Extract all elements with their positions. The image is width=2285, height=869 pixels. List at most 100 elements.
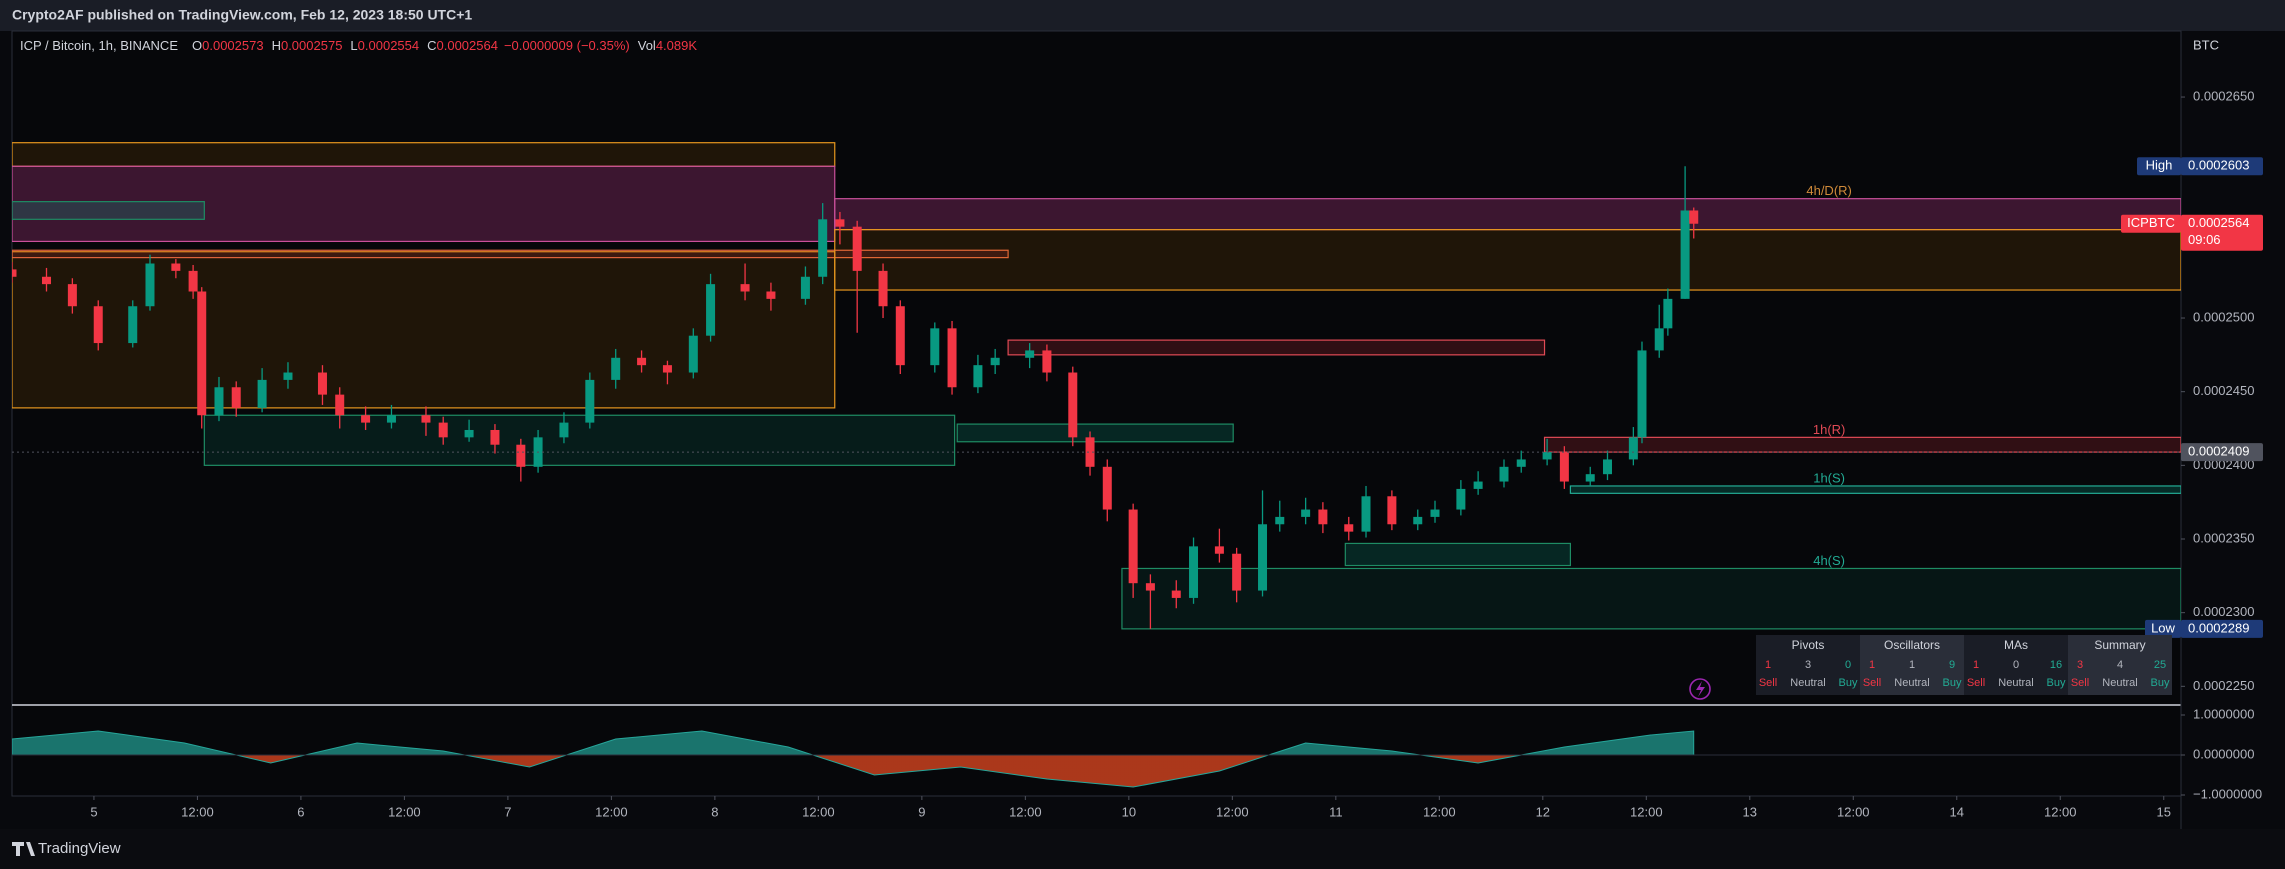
rating-count: 4 — [2117, 659, 2123, 671]
candle-body — [1559, 452, 1569, 482]
zone — [1121, 567, 2181, 630]
rating-block — [1860, 635, 1964, 695]
candle-body — [1025, 350, 1035, 358]
y-tick-label: 0.0002450 — [2193, 383, 2254, 398]
candle-body — [1654, 328, 1664, 351]
candle-body — [1413, 516, 1423, 525]
price-tag-label: High — [2146, 158, 2173, 173]
rating-count: 1 — [1869, 659, 1875, 671]
candle-body — [1171, 590, 1181, 598]
rating-label: Neutral — [1998, 677, 2033, 689]
candle-body — [1145, 583, 1155, 591]
candle-body — [559, 422, 569, 438]
zone-label: 1h(S) — [1813, 470, 1845, 485]
rating-count: 1 — [1765, 659, 1771, 671]
candle-body — [490, 429, 500, 445]
candle-body — [1637, 350, 1647, 438]
candle-body — [1516, 459, 1526, 467]
candle-body — [835, 219, 845, 227]
candle-body — [1318, 509, 1328, 525]
candle-body — [128, 306, 138, 344]
x-tick-label: 12:00 — [595, 804, 628, 819]
candle-body — [214, 387, 224, 416]
legend-value: 0.0002575 — [281, 38, 342, 53]
price-label-value: 0.0002289 — [2188, 620, 2249, 635]
candle-body — [317, 372, 327, 395]
event-icon[interactable] — [1689, 678, 1711, 700]
candle-body — [585, 379, 595, 423]
price-tag-label: Low — [2151, 620, 2175, 635]
y-unit: BTC — [2193, 37, 2219, 52]
x-tick-label: 12:00 — [388, 804, 421, 819]
candle-body — [662, 365, 672, 373]
rating-block — [1756, 635, 1860, 695]
zone — [834, 229, 2181, 291]
rating-label: Buy — [2151, 677, 2170, 689]
x-tick-label: 12:00 — [181, 804, 214, 819]
candle-body — [1068, 372, 1078, 438]
candle-body — [361, 415, 371, 423]
price-label-box — [2181, 619, 2263, 638]
zone — [1344, 542, 1572, 567]
zone — [12, 165, 836, 243]
candle-body — [1456, 488, 1466, 510]
publisher: Crypto2AF published on TradingView.com, … — [12, 7, 472, 23]
osc-y-tick-label: 0.0000000 — [2193, 746, 2254, 761]
rating-label: Sell — [1863, 677, 1881, 689]
rating-label: Sell — [1967, 677, 1985, 689]
price-label-sub: 09:06 — [2188, 232, 2221, 247]
x-tick-label: 12:00 — [1630, 804, 1663, 819]
zone — [956, 423, 1234, 443]
candle-body — [895, 306, 905, 366]
rating-title: MAs — [2004, 638, 2028, 652]
rating-count: 1 — [1909, 659, 1915, 671]
rating-label: Buy — [1943, 677, 1962, 689]
candle-body — [947, 328, 957, 388]
legend-value: 0.0002554 — [358, 38, 419, 53]
y-tick-label: 0.0002500 — [2193, 309, 2254, 324]
candle-body — [67, 284, 77, 307]
legend-value: −0.0000009 (−0.35%) — [504, 38, 630, 53]
candle-body — [740, 284, 750, 292]
rating-title: Oscillators — [1884, 638, 1940, 652]
candle-body — [1301, 509, 1311, 517]
rating-block — [2068, 635, 2172, 695]
x-tick-label: 10 — [1122, 804, 1136, 819]
candle-body — [283, 372, 293, 380]
x-tick-label: 12:00 — [802, 804, 835, 819]
legend-label: O — [192, 38, 202, 53]
rating-label: Buy — [2047, 677, 2066, 689]
candle-body — [706, 284, 716, 336]
zone — [203, 414, 956, 466]
candle-body — [1085, 437, 1095, 467]
candle-body — [973, 365, 983, 388]
candle-body — [1680, 210, 1690, 299]
candle-body — [688, 335, 698, 373]
price-tag — [2145, 619, 2181, 638]
price-label-box — [2181, 157, 2263, 176]
zone — [1569, 485, 2181, 494]
rating-label: Neutral — [1790, 677, 1825, 689]
event-icon-bolt — [1696, 681, 1705, 697]
price-label-value: 0.0002564 — [2188, 215, 2249, 230]
candle-body — [438, 422, 448, 438]
rating-count: 9 — [1949, 659, 1955, 671]
candle-body — [1542, 452, 1552, 460]
legend-label: L — [350, 38, 357, 53]
footer-bar — [0, 829, 2285, 869]
x-tick-label: 12:00 — [1216, 804, 1249, 819]
brand-logo — [12, 842, 35, 856]
candle-body — [637, 357, 647, 366]
rating-count: 0 — [1845, 659, 1851, 671]
candle-body — [1663, 298, 1673, 329]
candle-body — [990, 357, 1000, 366]
zone-label: 4h(S) — [1813, 553, 1845, 568]
legend-value: 0.0002573 — [202, 38, 263, 53]
price-tag — [2137, 157, 2181, 176]
rating-title: Summary — [2094, 638, 2145, 652]
candle-body — [464, 429, 474, 438]
price-tag — [2121, 214, 2181, 233]
zone — [12, 249, 1009, 259]
candle-body — [818, 219, 828, 277]
